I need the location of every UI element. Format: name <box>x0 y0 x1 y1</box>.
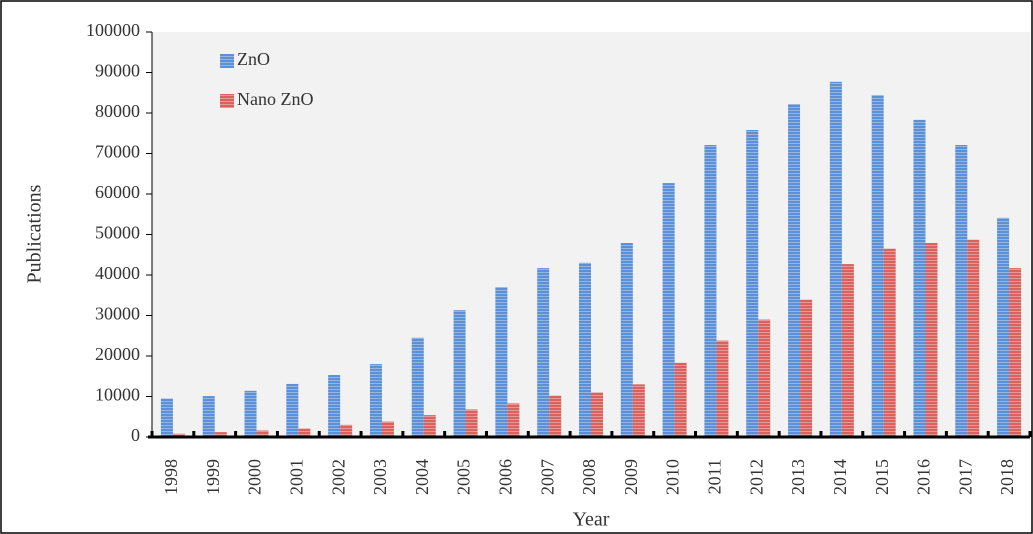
bar-texture <box>758 319 771 437</box>
x-tick-label: 2004 <box>412 459 432 495</box>
y-tick-label: 70000 <box>95 142 140 162</box>
bar-texture <box>495 287 508 437</box>
bar-texture <box>298 428 311 437</box>
bar-texture <box>214 432 227 437</box>
y-tick-label: 40000 <box>95 263 140 283</box>
y-tick-label: 0 <box>131 425 140 445</box>
x-tick-label: 2006 <box>496 459 516 495</box>
y-tick-label: 50000 <box>95 223 140 243</box>
bar-texture <box>955 144 968 437</box>
y-tick-label: 10000 <box>95 385 140 405</box>
x-tick-label: 2008 <box>579 459 599 495</box>
bar-texture <box>381 421 394 437</box>
x-tick-label: 2016 <box>914 459 934 495</box>
bar-texture <box>716 340 729 437</box>
bar-texture <box>328 375 341 437</box>
x-tick-label: 2007 <box>537 459 557 495</box>
x-tick-label: 2009 <box>621 459 641 495</box>
bar-texture <box>591 392 603 437</box>
bar-texture <box>632 384 645 437</box>
x-tick-label: 2010 <box>663 459 683 495</box>
x-tick-label: 2014 <box>830 459 850 495</box>
x-tick-label: 1999 <box>203 459 223 495</box>
x-tick-label: 2003 <box>370 459 390 495</box>
legend-swatch-texture <box>220 94 234 108</box>
x-tick-label: 2018 <box>997 459 1017 495</box>
x-tick-label: 2005 <box>454 459 474 495</box>
x-tick-label: 2013 <box>788 459 808 495</box>
bar-texture <box>286 383 299 437</box>
x-tick-label: 1998 <box>161 459 181 495</box>
bar-texture <box>662 183 675 437</box>
bar-texture <box>453 310 466 437</box>
bar-texture <box>871 95 884 438</box>
bar-texture <box>172 433 185 437</box>
bar-texture <box>913 119 926 437</box>
y-tick-label: 90000 <box>95 61 140 81</box>
bar-texture <box>620 243 633 437</box>
x-tick-label: 2002 <box>328 459 348 495</box>
bar-texture <box>537 268 550 437</box>
bar-texture <box>579 262 591 437</box>
bar-texture <box>746 130 759 437</box>
x-axis-title: Year <box>573 509 610 531</box>
bar-texture <box>1009 268 1022 437</box>
bar-texture <box>507 403 520 437</box>
x-tick-label: 2011 <box>705 459 725 494</box>
bar-texture <box>549 395 562 437</box>
y-tick-label: 80000 <box>95 101 140 121</box>
y-axis-title: Publications <box>24 184 46 283</box>
x-tick-label: 2017 <box>955 459 975 495</box>
bar-texture <box>423 415 436 437</box>
bar-texture <box>788 104 801 437</box>
bar-texture <box>674 362 687 437</box>
x-tick-label: 2015 <box>872 459 892 495</box>
y-tick-label: 30000 <box>95 304 140 324</box>
y-tick-label: 20000 <box>95 344 140 364</box>
y-tick-label: 100000 <box>86 20 140 40</box>
legend-label: Nano ZnO <box>237 89 313 109</box>
x-tick-label: 2000 <box>245 459 265 495</box>
bar-texture <box>465 409 478 437</box>
bar-texture <box>411 337 424 437</box>
bar-texture <box>340 424 353 437</box>
bar-texture <box>967 239 980 437</box>
bar-texture <box>997 217 1010 437</box>
bar-texture <box>256 430 269 437</box>
bar-texture <box>883 248 896 437</box>
x-tick-label: 2012 <box>746 459 766 495</box>
bar-texture <box>244 390 257 437</box>
bar-texture <box>841 264 854 437</box>
y-tick-label: 60000 <box>95 182 140 202</box>
legend-swatch-texture <box>220 54 234 68</box>
bar-texture <box>925 243 938 437</box>
x-tick-label: 2001 <box>286 459 306 495</box>
bar-texture <box>202 396 215 437</box>
bar-texture <box>704 144 717 437</box>
bar-texture <box>160 398 173 437</box>
bar-texture <box>369 364 382 437</box>
bar-texture <box>800 299 813 437</box>
bar-texture <box>829 81 842 437</box>
legend-label: ZnO <box>237 49 270 69</box>
